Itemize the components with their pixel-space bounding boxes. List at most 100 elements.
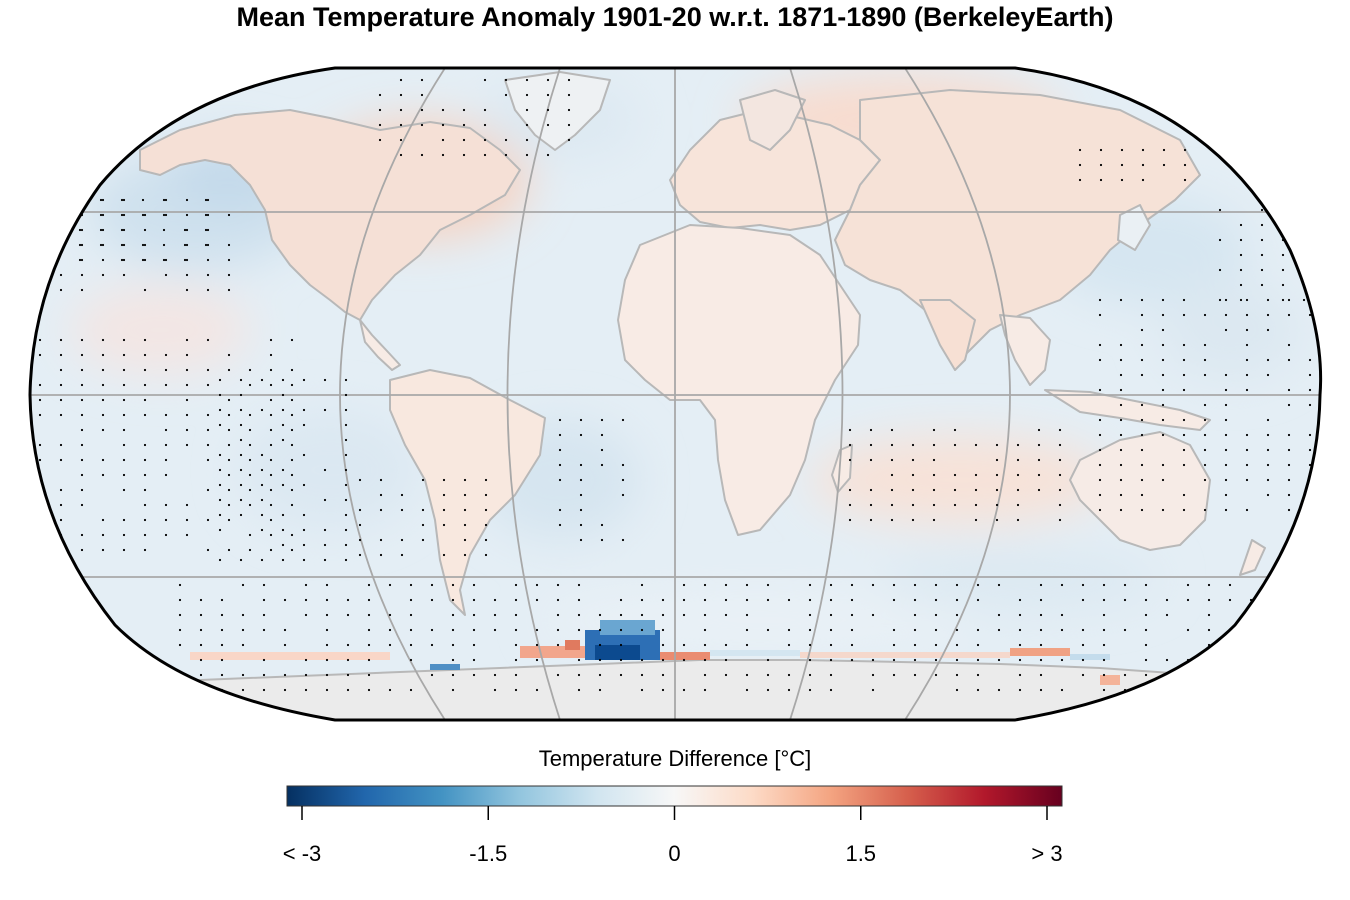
significance-dot <box>260 558 264 562</box>
significance-dot <box>1016 488 1020 492</box>
significance-dot <box>283 628 287 632</box>
asia <box>834 89 1201 356</box>
significance-dot <box>703 598 707 602</box>
significance-dot <box>218 513 222 517</box>
significance-dot <box>206 213 210 217</box>
significance-dot <box>535 658 539 662</box>
significance-dot <box>974 503 978 507</box>
significance-dot <box>248 413 252 417</box>
significance-dot <box>442 553 446 557</box>
significance-dot <box>808 583 812 587</box>
significance-dot <box>99 213 103 217</box>
significance-dot <box>281 468 285 472</box>
significance-dot <box>101 213 105 217</box>
significance-dot <box>1102 688 1106 692</box>
significance-dot <box>1119 403 1123 407</box>
significance-dot <box>1141 163 1145 167</box>
significance-dot <box>399 78 403 82</box>
significance-dot <box>661 688 665 692</box>
significance-dot <box>1291 658 1295 662</box>
significance-dot <box>239 498 243 502</box>
significance-dot <box>281 408 285 412</box>
significance-dot <box>143 243 147 247</box>
significance-dot <box>122 428 126 432</box>
significance-dot <box>260 483 264 487</box>
significance-dot <box>122 548 126 552</box>
significance-dot <box>101 258 105 262</box>
significance-dot <box>1039 583 1043 587</box>
significance-dot <box>290 488 294 492</box>
significance-dot <box>1183 163 1187 167</box>
significance-dot <box>1224 448 1228 452</box>
significance-dot <box>724 583 728 587</box>
significance-dot <box>1098 418 1102 422</box>
significance-dot <box>1060 658 1064 662</box>
significance-dot <box>934 643 938 647</box>
significance-dot <box>1207 688 1211 692</box>
significance-dot <box>546 78 550 82</box>
significance-dot <box>206 548 210 552</box>
significance-dot <box>38 443 42 447</box>
significance-dot <box>1037 458 1041 462</box>
significance-dot <box>484 478 488 482</box>
significance-dot <box>493 673 497 677</box>
north-america <box>139 109 521 321</box>
significance-dot <box>661 628 665 632</box>
significance-dot <box>600 418 604 422</box>
significance-dot <box>122 488 126 492</box>
significance-dot <box>558 433 562 437</box>
significance-dot <box>682 643 686 647</box>
significance-dot <box>290 548 294 552</box>
significance-dot <box>164 518 168 522</box>
significance-dot <box>239 468 243 472</box>
greenland <box>504 71 611 151</box>
significance-dot <box>504 78 508 82</box>
significance-dot <box>164 368 168 372</box>
significance-dot <box>997 688 1001 692</box>
significance-dot <box>1291 688 1295 692</box>
significance-dot <box>1291 613 1295 617</box>
significance-dot <box>525 108 529 112</box>
significance-dot <box>143 488 147 492</box>
significance-dot <box>1224 298 1228 302</box>
significance-dot <box>59 198 63 202</box>
significance-dot <box>558 523 562 527</box>
significance-dot <box>281 513 285 517</box>
significance-dot <box>218 558 222 562</box>
significance-dot <box>932 443 936 447</box>
significance-dot <box>367 613 371 617</box>
significance-dot <box>504 153 508 157</box>
significance-dot <box>239 408 243 412</box>
significance-dot <box>514 643 518 647</box>
significance-dot <box>1266 358 1270 362</box>
significance-dot <box>848 443 852 447</box>
significance-dot <box>1287 478 1291 482</box>
significance-dot <box>955 598 959 602</box>
significance-dot <box>621 418 625 422</box>
significance-dot <box>504 93 508 97</box>
antarctic-coast-anomaly <box>190 620 1120 685</box>
significance-dot <box>59 458 63 462</box>
significance-dot <box>38 243 42 247</box>
significance-dot <box>227 243 231 247</box>
significance-dot <box>451 628 455 632</box>
significance-dot <box>1260 253 1264 257</box>
significance-dot <box>556 613 560 617</box>
significance-dot <box>1102 643 1106 647</box>
significance-dot <box>218 378 222 382</box>
significance-dot <box>185 198 189 202</box>
significance-dot <box>1281 208 1285 212</box>
significance-dot <box>850 643 854 647</box>
significance-dot <box>388 583 392 587</box>
significance-dot <box>451 658 455 662</box>
significance-dot <box>38 413 42 417</box>
significance-dot <box>1098 463 1102 467</box>
significance-dot <box>600 463 604 467</box>
significance-dot <box>1182 433 1186 437</box>
significance-dot <box>80 533 84 537</box>
significance-dot <box>206 443 210 447</box>
australia <box>1069 431 1211 551</box>
significance-dot <box>869 443 873 447</box>
significance-dot <box>80 413 84 417</box>
significance-dot <box>787 643 791 647</box>
